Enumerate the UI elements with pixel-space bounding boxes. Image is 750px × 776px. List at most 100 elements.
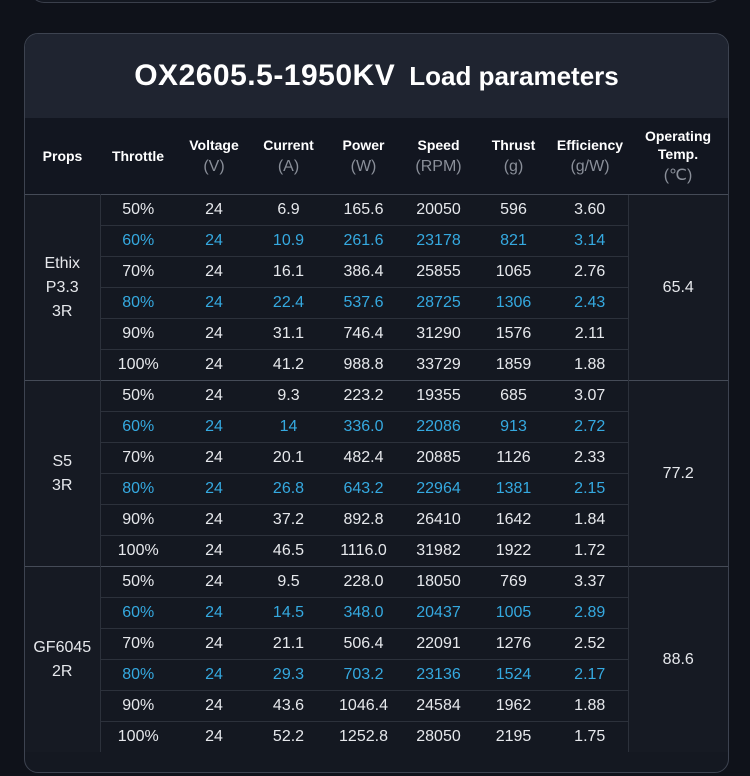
operating-temp-cell: 65.4 (627, 194, 728, 381)
cell-speed: 20050 (402, 194, 475, 226)
cell-current: 31.1 (252, 318, 325, 350)
title-bar: OX2605.5-1950KV Load parameters (25, 34, 728, 118)
header-props: Props (25, 118, 100, 195)
cell-efficiency: 2.89 (552, 597, 628, 629)
cell-thrust: 1962 (475, 690, 552, 722)
cell-power: 506.4 (325, 628, 402, 660)
prop-name-line: S5 (52, 452, 73, 470)
cell-throttle: 70% (100, 256, 176, 288)
cell-voltage: 24 (176, 535, 252, 567)
cell-current: 41.2 (252, 349, 325, 381)
cell-throttle: 90% (100, 318, 176, 350)
prop-name-cell: Ethix P3.3 3R (25, 194, 101, 381)
cell-efficiency: 2.33 (552, 442, 628, 474)
cell-power: 386.4 (325, 256, 402, 288)
prop-name-line: 3R (52, 302, 73, 320)
cell-current: 14.5 (252, 597, 325, 629)
cell-thrust: 821 (475, 225, 552, 257)
cell-current: 26.8 (252, 473, 325, 505)
cell-thrust: 1859 (475, 349, 552, 381)
cell-speed: 20437 (402, 597, 475, 629)
cell-thrust: 1126 (475, 442, 552, 474)
table-row: 60% 24 14.5 348.0 20437 1005 2.89 (25, 597, 728, 629)
table-row: 100% 24 46.5 1116.0 31982 1922 1.72 (25, 535, 728, 567)
prop-name-cell: S5 3R (25, 380, 101, 567)
cell-throttle: 50% (100, 566, 176, 598)
cell-power: 336.0 (325, 411, 402, 443)
table-row: S5 3R 50% 24 9.3 223.2 19355 685 3.07 77.2 (25, 380, 728, 567)
cell-speed: 28725 (402, 287, 475, 319)
cell-power: 746.4 (325, 318, 402, 350)
header-label: Throttle (111, 148, 165, 164)
cell-voltage: 24 (176, 256, 252, 288)
cell-efficiency: 2.17 (552, 659, 628, 691)
cell-current: 10.9 (252, 225, 325, 257)
table-body: Ethix P3.3 3R 50% 24 6.9 165.6 20050 596 3.60 65.4… (25, 194, 728, 752)
cell-current: 16.1 (252, 256, 325, 288)
cell-voltage: 24 (176, 659, 252, 691)
cell-throttle: 60% (100, 225, 176, 257)
cell-voltage: 24 (176, 597, 252, 629)
cell-throttle: 100% (100, 535, 176, 567)
cell-voltage: 24 (176, 566, 252, 598)
header-efficiency: Efficiency (g/W) (552, 118, 628, 195)
cell-thrust: 1276 (475, 628, 552, 660)
prop-name-cell: GF6045 2R (25, 566, 101, 752)
table-row: GF6045 2R 50% 24 9.5 228.0 18050 769 3.37 88.6 (25, 566, 728, 752)
cell-efficiency: 2.15 (552, 473, 628, 505)
operating-temp-cell: 77.2 (627, 380, 728, 567)
cell-throttle: 60% (100, 411, 176, 443)
cell-thrust: 1381 (475, 473, 552, 505)
cell-thrust: 1065 (475, 256, 552, 288)
cell-power: 892.8 (325, 504, 402, 536)
cell-efficiency: 3.37 (552, 566, 628, 598)
table-row: 100% 24 52.2 1252.8 28050 2195 1.75 (25, 721, 728, 752)
cell-current: 9.5 (252, 566, 325, 598)
header-power: Power (W) (325, 118, 402, 195)
cell-efficiency: 2.72 (552, 411, 628, 443)
cell-efficiency: 2.52 (552, 628, 628, 660)
cell-efficiency: 2.76 (552, 256, 628, 288)
header-row: Props Throttle Voltage (V) Current (A) Power (W… (25, 118, 728, 195)
cell-speed: 31982 (402, 535, 475, 567)
cell-throttle: 80% (100, 659, 176, 691)
cell-current: 52.2 (252, 721, 325, 752)
cell-throttle: 80% (100, 473, 176, 505)
cell-power: 223.2 (325, 380, 402, 412)
header-label: Voltage (189, 137, 239, 153)
cell-thrust: 1005 (475, 597, 552, 629)
cell-current: 46.5 (252, 535, 325, 567)
cell-voltage: 24 (176, 318, 252, 350)
cell-voltage: 24 (176, 411, 252, 443)
cell-voltage: 24 (176, 287, 252, 319)
cell-efficiency: 1.84 (552, 504, 628, 536)
cell-throttle: 70% (100, 442, 176, 474)
table-row: 60% 24 14 336.0 22086 913 2.72 (25, 411, 728, 443)
header-label: Operating Temp. (644, 128, 712, 162)
cell-throttle: 100% (100, 721, 176, 752)
cell-speed: 20885 (402, 442, 475, 474)
cell-thrust: 1642 (475, 504, 552, 536)
cell-current: 21.1 (252, 628, 325, 660)
cell-power: 228.0 (325, 566, 402, 598)
table-row: 80% 24 26.8 643.2 22964 1381 2.15 (25, 473, 728, 505)
header-unit: (A) (277, 158, 300, 175)
cell-speed: 28050 (402, 721, 475, 752)
cell-voltage: 24 (176, 380, 252, 412)
cell-speed: 26410 (402, 504, 475, 536)
header-label: Speed (417, 137, 460, 153)
cell-current: 20.1 (252, 442, 325, 474)
table-row: 70% 24 16.1 386.4 25855 1065 2.76 (25, 256, 728, 288)
header-unit: (V) (203, 158, 225, 175)
cell-thrust: 1922 (475, 535, 552, 567)
cell-current: 9.3 (252, 380, 325, 412)
cell-efficiency: 3.07 (552, 380, 628, 412)
cell-speed: 23136 (402, 659, 475, 691)
cell-speed: 31290 (402, 318, 475, 350)
table-row: 90% 24 31.1 746.4 31290 1576 2.11 (25, 318, 728, 350)
table-row: 90% 24 37.2 892.8 26410 1642 1.84 (25, 504, 728, 536)
cell-speed: 25855 (402, 256, 475, 288)
cell-throttle: 60% (100, 597, 176, 629)
cell-power: 1252.8 (325, 721, 402, 752)
cell-current: 14 (252, 411, 325, 443)
